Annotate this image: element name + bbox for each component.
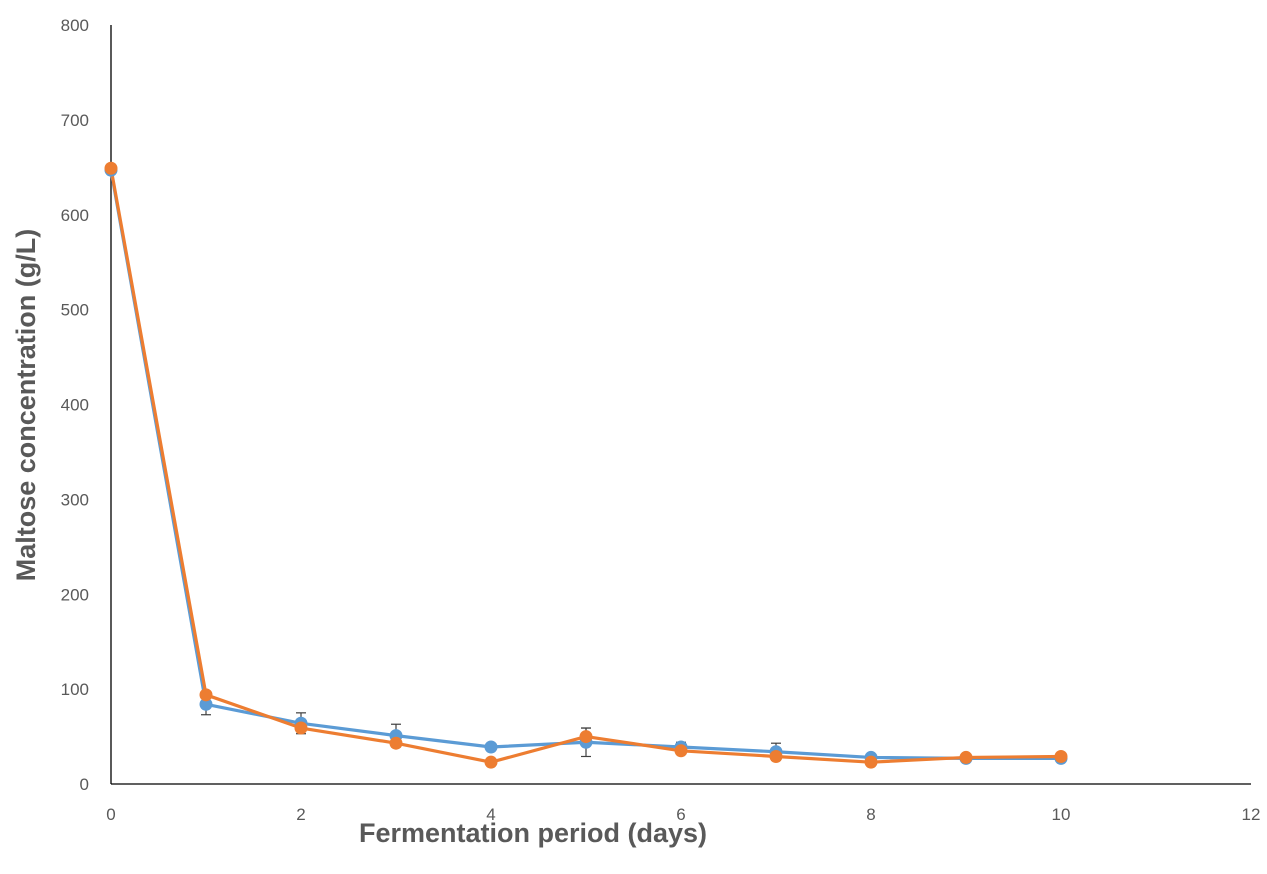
x-tick-label: 8 (866, 805, 875, 824)
x-tick-label: 4 (486, 805, 495, 824)
series-line-1 (109, 168, 1063, 760)
y-tick-label: 700 (61, 111, 89, 130)
x-tick-label: 6 (676, 805, 685, 824)
data-point-series-1 (199, 697, 213, 711)
y-tick-label: 800 (61, 16, 89, 35)
x-tick-label: 10 (1052, 805, 1071, 824)
y-tick-label: 500 (61, 301, 89, 320)
series-lines (109, 166, 1063, 764)
y-tick-labels: 0 100 200 300 400 500 600 700 800 (61, 16, 89, 794)
y-tick-label: 0 (80, 775, 89, 794)
data-point-series-2 (674, 744, 688, 758)
series-points (104, 161, 1068, 769)
y-tick-label: 400 (61, 396, 89, 415)
series-line-2 (109, 166, 1063, 764)
y-tick-label: 300 (61, 490, 89, 509)
y-axis-title: Maltose concentration (g/L) (11, 229, 41, 582)
data-point-series-2 (484, 755, 498, 769)
y-tick-label: 200 (61, 585, 89, 604)
data-point-series-2 (1054, 749, 1068, 763)
data-point-series-2 (294, 721, 308, 735)
data-point-series-2 (959, 750, 973, 764)
data-point-series-1 (484, 740, 498, 754)
data-point-series-2 (579, 730, 593, 744)
x-tick-label: 12 (1242, 805, 1261, 824)
axes (110, 25, 1251, 785)
data-point-series-2 (104, 161, 118, 175)
x-tick-label: 2 (296, 805, 305, 824)
x-tick-labels: 0 2 4 6 8 10 12 (106, 805, 1260, 824)
x-axis-title: Fermentation period (days) (359, 818, 707, 848)
data-point-series-2 (199, 688, 213, 702)
x-tick-label: 0 (106, 805, 115, 824)
data-point-series-2 (389, 736, 403, 750)
y-tick-label: 100 (61, 680, 89, 699)
data-point-series-2 (864, 755, 878, 769)
data-point-series-2 (769, 749, 783, 763)
y-tick-label: 600 (61, 206, 89, 225)
